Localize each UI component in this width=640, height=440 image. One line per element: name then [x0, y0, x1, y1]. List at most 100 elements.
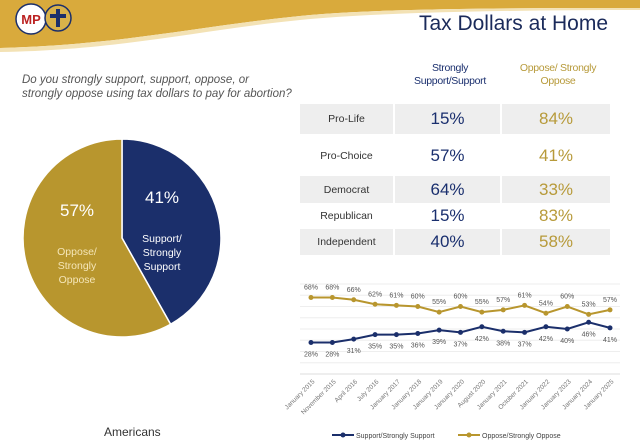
- data-label: 37%: [453, 341, 467, 348]
- x-tick-label: April 2016: [333, 378, 359, 404]
- data-label: 28%: [304, 352, 318, 359]
- data-label: 62%: [368, 291, 382, 298]
- data-point: [308, 340, 314, 345]
- legend-label: Support/Strongly Support: [356, 433, 435, 440]
- slice-label: Strongly: [143, 247, 182, 259]
- data-point: [479, 324, 485, 330]
- pie-chart: 41% Support/Strongly Support 57% Oppose/Stro…: [22, 138, 222, 338]
- data-point: [308, 295, 314, 300]
- data-label: 37%: [518, 341, 532, 348]
- data-point: [393, 302, 399, 308]
- legend-marker: [340, 432, 346, 438]
- data-point: [586, 311, 592, 317]
- line-chart: 28% 28% 31% 35% 35% 36% 39% 37% 42% 38% 37% 42% 40% 4…: [284, 283, 620, 440]
- data-point: [543, 324, 549, 330]
- header-banner: MP: [0, 0, 640, 52]
- data-point: [372, 301, 378, 307]
- pie-slice: [121, 138, 222, 326]
- data-point: [393, 332, 399, 338]
- oppose-value: 41%: [538, 146, 574, 165]
- svg-text:MP: MP: [21, 12, 41, 27]
- column-header-oppose: Oppose/ Strongly Oppose: [519, 62, 597, 87]
- data-point: [607, 325, 613, 331]
- data-point: [329, 295, 335, 300]
- data-point: [564, 304, 570, 309]
- data-point: [564, 326, 570, 332]
- data-point: [543, 310, 549, 316]
- slice-label: Strongly: [58, 260, 97, 272]
- support-value: 15%: [395, 104, 500, 134]
- row-label: Pro-Choice: [320, 150, 373, 162]
- data-label: 40%: [560, 338, 574, 345]
- data-label: 28%: [325, 352, 339, 359]
- data-point: [458, 304, 463, 309]
- row-label: Democrat: [300, 176, 393, 203]
- data-label: 36%: [411, 343, 425, 350]
- data-label: 31%: [347, 348, 361, 355]
- data-label: 61%: [389, 292, 403, 299]
- slice-label: Oppose/: [57, 246, 97, 258]
- data-label: 35%: [368, 344, 382, 351]
- data-point: [522, 302, 528, 308]
- support-value: 40%: [395, 229, 500, 255]
- oppose-value: 58%: [502, 229, 610, 255]
- page-title: Tax Dollars at Home: [418, 12, 608, 35]
- data-label: 42%: [475, 336, 489, 343]
- data-point: [436, 327, 442, 333]
- data-label: 57%: [496, 297, 510, 304]
- pie-caption: Americans: [104, 425, 161, 439]
- support-value: 15%: [430, 206, 465, 225]
- support-value: 57%: [430, 146, 465, 165]
- slice-label: Oppose: [59, 274, 96, 286]
- slice-label: Support: [144, 261, 181, 273]
- table-row: Republican 15% 83%: [300, 204, 610, 228]
- data-point: [500, 328, 506, 334]
- data-point: [351, 336, 357, 342]
- data-label: 60%: [411, 294, 425, 301]
- oppose-value: 84%: [502, 104, 610, 134]
- support-value: 64%: [395, 176, 500, 203]
- legend-label: Oppose/Strongly Oppose: [482, 433, 561, 440]
- data-point: [415, 304, 421, 309]
- data-point: [522, 329, 528, 335]
- data-point: [351, 297, 357, 303]
- data-label: 68%: [304, 285, 318, 292]
- data-label: 38%: [496, 340, 510, 347]
- data-label: 57%: [603, 297, 617, 304]
- data-label: 61%: [518, 292, 532, 299]
- oppose-value: 83%: [538, 206, 574, 225]
- survey-question: Do you strongly support, support, oppose…: [22, 74, 292, 100]
- oppose-value: 33%: [502, 176, 610, 203]
- data-label: 39%: [432, 339, 446, 346]
- slice-value: 41%: [145, 188, 179, 207]
- data-label: 60%: [560, 294, 574, 301]
- data-label: 55%: [475, 299, 489, 306]
- data-label: 41%: [603, 337, 617, 344]
- row-label: Independent: [300, 229, 393, 255]
- data-label: 53%: [582, 301, 596, 308]
- data-point: [479, 309, 485, 315]
- data-point: [329, 340, 335, 345]
- slice-label: Support/: [142, 233, 182, 245]
- logo: MP: [15, 3, 72, 35]
- data-label: 46%: [582, 331, 596, 338]
- data-label: 55%: [432, 299, 446, 306]
- data-point: [607, 307, 613, 313]
- row-label: Pro-Life: [300, 104, 393, 134]
- data-label: 68%: [325, 285, 339, 292]
- slice-value: 57%: [60, 201, 94, 220]
- table-row: Democrat 64% 33%: [300, 176, 610, 203]
- data-point: [415, 331, 421, 336]
- data-point: [586, 319, 592, 325]
- data-label: 35%: [389, 344, 403, 351]
- data-label: 60%: [453, 294, 467, 301]
- data-point: [372, 332, 378, 338]
- data-label: 54%: [539, 300, 553, 307]
- data-point: [458, 329, 463, 335]
- column-header-support: Strongly Support/Support: [414, 62, 486, 87]
- data-label: 42%: [539, 336, 553, 343]
- pie-slice: [22, 138, 172, 338]
- data-point: [500, 307, 506, 313]
- data-label: 66%: [347, 287, 361, 294]
- data-point: [436, 309, 442, 315]
